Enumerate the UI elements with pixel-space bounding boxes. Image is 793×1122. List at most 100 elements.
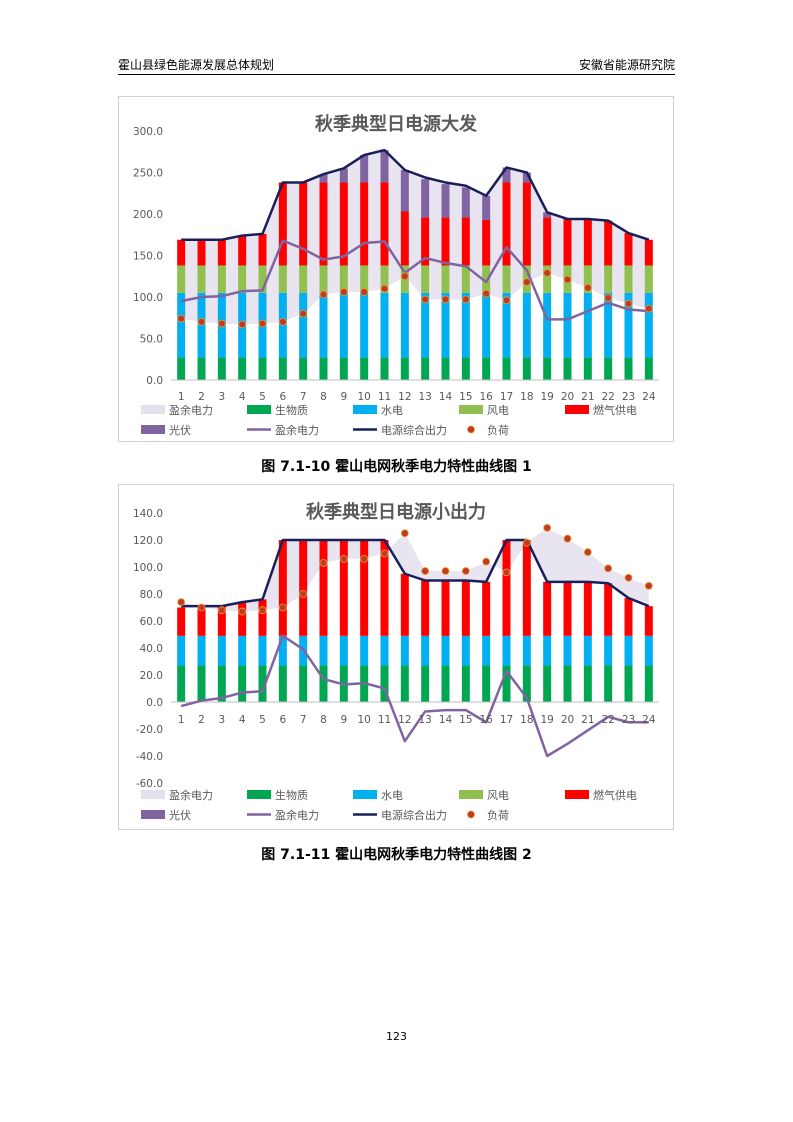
bar-燃气供电-9: [339, 182, 348, 266]
legend-wind-label: 风电: [487, 789, 509, 802]
legend-wind-swatch: [459, 405, 483, 414]
legend-biomass-label: 生物质: [275, 403, 308, 417]
y-tick-label: 80.0: [140, 589, 163, 601]
bar-水电-24: [644, 292, 653, 358]
bar-光伏-8: [319, 174, 328, 183]
bar-光伏-11: [380, 150, 389, 183]
bar-风电-16: [482, 265, 491, 293]
bar-生物质-22: [604, 665, 613, 702]
y-tick-label: 150.0: [133, 251, 163, 263]
load-point-18: [522, 278, 531, 286]
bar-燃气供电-11: [380, 540, 389, 636]
bar-水电-22: [604, 292, 613, 358]
bar-燃气供电-10: [360, 182, 369, 266]
load-point-17: [502, 296, 511, 305]
y-tick-label: 200.0: [133, 209, 163, 221]
bar-生物质-7: [299, 357, 308, 380]
bar-风电-6: [278, 265, 287, 293]
bar-水电-17: [502, 292, 511, 358]
bar-风电-21: [583, 265, 592, 293]
bar-生物质-15: [461, 357, 470, 380]
load-point-16: [482, 289, 491, 298]
bar-燃气供电-4: [238, 235, 247, 266]
x-tick-label: 22: [601, 714, 614, 726]
bar-燃气供电-20: [563, 218, 572, 266]
bar-燃气供电-18: [522, 540, 531, 636]
bar-燃气供电-8: [319, 182, 328, 266]
x-tick-label: 9: [340, 391, 347, 403]
bar-水电-10: [360, 635, 369, 666]
bar-风电-13: [421, 265, 430, 293]
bar-风电-4: [238, 265, 247, 293]
x-tick-label: 5: [259, 391, 266, 403]
legend-biomass-swatch: [247, 790, 271, 799]
bar-光伏-19: [543, 212, 552, 218]
x-tick-label: 8: [320, 714, 327, 726]
load-point-23: [624, 299, 633, 308]
bar-燃气供电-7: [299, 182, 308, 266]
bar-风电-1: [177, 265, 186, 293]
bar-生物质-17: [502, 665, 511, 702]
bar-燃气供电-1: [177, 607, 186, 636]
bar-燃气供电-22: [604, 583, 613, 636]
legend-hydro-swatch: [353, 790, 377, 799]
load-point-8: [319, 559, 328, 567]
bar-生物质-2: [197, 357, 206, 380]
bar-燃气供电-17: [502, 182, 511, 266]
bar-风电-14: [441, 265, 450, 293]
x-tick-label: 20: [561, 714, 574, 726]
legend-surplus-area-swatch: [141, 790, 165, 799]
x-tick-label: 19: [540, 714, 553, 726]
x-tick-label: 1: [178, 714, 185, 726]
bar-生物质-11: [380, 357, 389, 380]
bar-水电-15: [461, 292, 470, 358]
legend-gas-label: 燃气供电: [593, 788, 637, 802]
load-point-12: [400, 529, 409, 538]
bar-风电-7: [299, 265, 308, 293]
legend-load: 负荷: [467, 423, 509, 437]
y-tick-label: 40.0: [140, 643, 163, 655]
bar-光伏-12: [400, 170, 409, 212]
y-tick-label: 0.0: [146, 697, 163, 709]
x-tick-label: 15: [459, 391, 472, 403]
bar-燃气供电-18: [522, 182, 531, 266]
bar-生物质-14: [441, 665, 450, 702]
header-divider: [118, 74, 675, 75]
load-point-18: [522, 538, 531, 547]
bar-生物质-16: [482, 357, 491, 380]
y-tick-label: -40.0: [136, 751, 163, 763]
bar-燃气供电-15: [461, 580, 470, 636]
bar-生物质-15: [461, 665, 470, 702]
bar-风电-10: [360, 265, 369, 293]
x-tick-label: 24: [642, 391, 656, 403]
bar-生物质-10: [360, 357, 369, 380]
legend-load-label: 负荷: [487, 808, 509, 822]
x-tick-label: 3: [218, 391, 225, 403]
bar-燃气供电-2: [197, 239, 206, 266]
surplus-line: [180, 239, 649, 321]
bar-风电-3: [217, 265, 226, 293]
bar-水电-22: [604, 635, 613, 666]
bar-燃气供电-23: [624, 233, 633, 266]
load-point-13: [421, 567, 430, 575]
bar-生物质-18: [522, 357, 531, 380]
header-left-title: 霍山县绿色能源发展总体规划: [118, 58, 275, 72]
y-tick-label: 250.0: [133, 168, 163, 180]
chart-1: 秋季典型日电源大发 0.0 50.0 100.0 150.0 200.0 250.0 300.…: [133, 113, 659, 437]
x-tick-label: 14: [439, 391, 453, 403]
load-point-7: [299, 309, 308, 318]
bar-燃气供电-14: [441, 217, 450, 266]
bar-水电-16: [482, 635, 491, 666]
bar-生物质-21: [583, 357, 592, 380]
load-point-21: [583, 283, 592, 292]
bar-生物质-9: [339, 357, 348, 380]
x-tick-label: 12: [398, 714, 411, 726]
total-output-line: [181, 538, 650, 608]
bar-风电-23: [624, 265, 633, 293]
y-tick-label: 120.0: [133, 535, 163, 547]
bar-生物质-23: [624, 665, 633, 702]
legend-surplus-line-label: 盈余电力: [275, 808, 319, 822]
legend-biomass-swatch: [247, 405, 271, 414]
bar-水电-19: [543, 292, 552, 358]
chart-title: 秋季典型日电源大发: [315, 113, 478, 135]
